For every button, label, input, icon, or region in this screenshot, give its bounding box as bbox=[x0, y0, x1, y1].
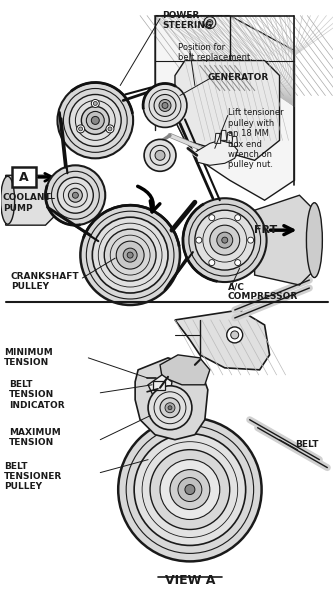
Circle shape bbox=[159, 100, 171, 112]
Text: BELT: BELT bbox=[296, 440, 319, 449]
Text: BELT
TENSIONER
PULLEY: BELT TENSIONER PULLEY bbox=[4, 461, 62, 491]
Circle shape bbox=[195, 210, 255, 270]
Circle shape bbox=[227, 327, 243, 343]
Circle shape bbox=[183, 198, 267, 282]
Ellipse shape bbox=[1, 176, 15, 224]
Circle shape bbox=[178, 478, 202, 502]
Circle shape bbox=[108, 127, 112, 131]
Circle shape bbox=[106, 125, 114, 133]
Circle shape bbox=[155, 151, 165, 160]
Circle shape bbox=[231, 331, 239, 339]
Polygon shape bbox=[175, 61, 280, 160]
Circle shape bbox=[150, 449, 230, 529]
Text: FRT: FRT bbox=[254, 225, 277, 235]
Circle shape bbox=[80, 205, 180, 305]
Polygon shape bbox=[175, 310, 270, 370]
Circle shape bbox=[160, 460, 220, 520]
Circle shape bbox=[222, 237, 228, 243]
Circle shape bbox=[248, 237, 254, 243]
Circle shape bbox=[77, 125, 85, 133]
Circle shape bbox=[86, 112, 104, 130]
Text: BELT
TENSION
INDICATOR: BELT TENSION INDICATOR bbox=[9, 380, 64, 410]
Circle shape bbox=[168, 406, 172, 410]
Circle shape bbox=[217, 232, 233, 248]
Ellipse shape bbox=[306, 203, 322, 278]
Polygon shape bbox=[221, 130, 227, 140]
Circle shape bbox=[91, 116, 99, 124]
Polygon shape bbox=[215, 133, 221, 143]
Polygon shape bbox=[6, 175, 55, 225]
Circle shape bbox=[69, 94, 121, 146]
Circle shape bbox=[81, 106, 109, 134]
Text: A/C
COMPRESSOR: A/C COMPRESSOR bbox=[228, 282, 298, 301]
Circle shape bbox=[93, 101, 97, 106]
Text: POWER
STEERING: POWER STEERING bbox=[162, 11, 212, 30]
Circle shape bbox=[72, 192, 78, 198]
Circle shape bbox=[91, 100, 99, 107]
Text: Lift tensioner
pulley with
an 18 MM
box end
wrench on
pulley nut.: Lift tensioner pulley with an 18 MM box … bbox=[228, 109, 283, 169]
Text: MINIMUM
TENSION: MINIMUM TENSION bbox=[4, 348, 52, 367]
Polygon shape bbox=[227, 133, 233, 142]
Polygon shape bbox=[148, 375, 172, 400]
Circle shape bbox=[170, 470, 210, 509]
Circle shape bbox=[185, 485, 195, 494]
Circle shape bbox=[148, 386, 192, 430]
Circle shape bbox=[204, 17, 216, 29]
Circle shape bbox=[207, 20, 213, 26]
Circle shape bbox=[68, 188, 82, 202]
Polygon shape bbox=[160, 355, 210, 385]
Text: A: A bbox=[19, 171, 28, 184]
Circle shape bbox=[92, 217, 168, 293]
Circle shape bbox=[144, 139, 176, 171]
Polygon shape bbox=[135, 358, 208, 440]
Circle shape bbox=[154, 94, 176, 116]
Circle shape bbox=[45, 166, 105, 225]
Polygon shape bbox=[232, 136, 238, 146]
Circle shape bbox=[57, 83, 133, 158]
Text: GENERATOR: GENERATOR bbox=[208, 73, 269, 82]
Circle shape bbox=[57, 177, 93, 213]
Polygon shape bbox=[195, 140, 238, 166]
Circle shape bbox=[134, 434, 246, 545]
Text: VIEW A: VIEW A bbox=[165, 574, 215, 587]
Polygon shape bbox=[255, 195, 314, 285]
Circle shape bbox=[210, 225, 240, 255]
Circle shape bbox=[209, 215, 215, 221]
Circle shape bbox=[116, 241, 144, 269]
Circle shape bbox=[209, 260, 215, 266]
Circle shape bbox=[143, 83, 187, 127]
Text: MAXIMUM
TENSION: MAXIMUM TENSION bbox=[9, 428, 60, 447]
Circle shape bbox=[118, 418, 262, 562]
Polygon shape bbox=[155, 16, 295, 200]
Bar bbox=[153, 381, 165, 390]
Circle shape bbox=[196, 237, 202, 243]
FancyBboxPatch shape bbox=[12, 167, 35, 187]
Circle shape bbox=[123, 248, 137, 262]
Text: COOLANT
PUMP: COOLANT PUMP bbox=[3, 193, 51, 212]
Circle shape bbox=[78, 127, 82, 131]
Circle shape bbox=[160, 398, 180, 418]
Text: CRANKSHAFT
PULLEY: CRANKSHAFT PULLEY bbox=[11, 272, 79, 292]
Circle shape bbox=[235, 215, 241, 221]
Circle shape bbox=[165, 403, 175, 413]
Circle shape bbox=[127, 252, 133, 258]
FancyArrowPatch shape bbox=[138, 187, 160, 212]
Circle shape bbox=[104, 229, 156, 281]
Circle shape bbox=[162, 103, 168, 109]
Text: Position for
belt replacement.: Position for belt replacement. bbox=[178, 43, 253, 62]
Circle shape bbox=[235, 260, 241, 266]
